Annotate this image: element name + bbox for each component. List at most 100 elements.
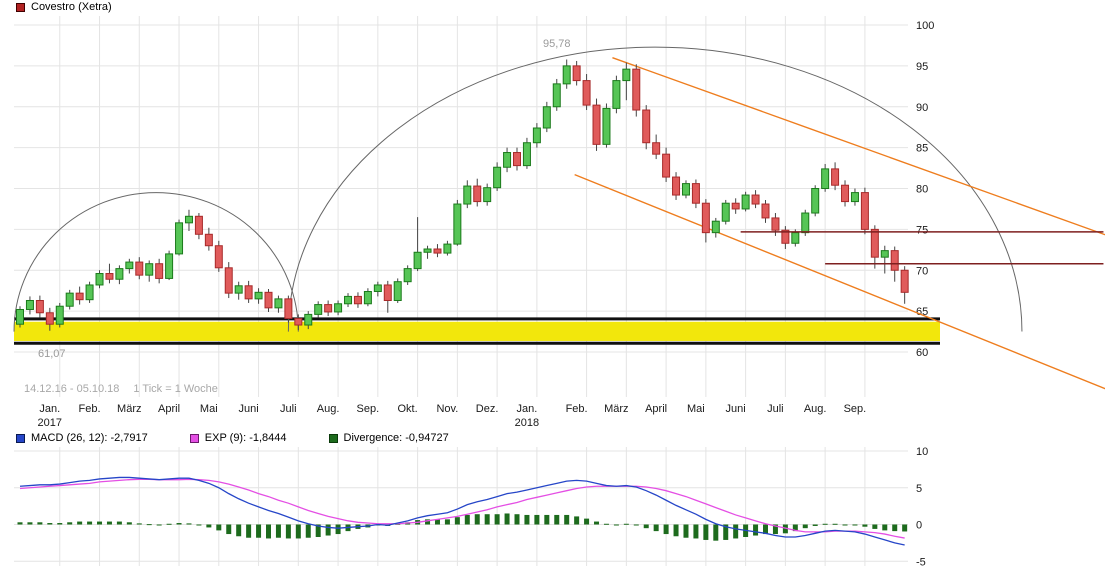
svg-text:Jan.: Jan.	[39, 403, 60, 415]
candle	[214, 245, 223, 269]
candle	[105, 273, 114, 280]
svg-text:Jan.: Jan.	[516, 403, 537, 415]
svg-text:Feb.: Feb.	[79, 403, 101, 415]
svg-text:85: 85	[916, 143, 928, 155]
macd-legend-item: MACD (26, 12): -2,7917	[16, 432, 148, 444]
candle	[821, 168, 830, 190]
candle	[55, 305, 64, 325]
svg-text:65: 65	[916, 306, 928, 318]
candle	[831, 168, 840, 186]
candle	[721, 202, 730, 222]
svg-text:95: 95	[916, 61, 928, 73]
svg-text:Juni: Juni	[238, 403, 258, 415]
candle	[493, 166, 502, 189]
candle	[751, 194, 760, 205]
candle	[145, 263, 154, 276]
candle	[383, 284, 392, 301]
candle	[264, 291, 273, 309]
svg-text:Juli: Juli	[280, 403, 297, 415]
svg-text:Juni: Juni	[726, 403, 746, 415]
svg-text:Dez.: Dez.	[476, 403, 499, 415]
svg-text:70: 70	[916, 265, 928, 277]
candle	[731, 202, 740, 210]
candle	[324, 304, 333, 313]
candle	[513, 152, 521, 167]
svg-text:2018: 2018	[515, 417, 539, 429]
candle	[135, 261, 144, 276]
candle	[155, 263, 164, 279]
svg-text:Juli: Juli	[767, 403, 784, 415]
candle	[224, 267, 233, 294]
svg-text:Feb.: Feb.	[566, 403, 588, 415]
svg-text:80: 80	[916, 184, 928, 196]
macd-series-swatch-icon	[16, 433, 25, 443]
trend-lines	[574, 57, 1105, 390]
candle	[622, 68, 631, 82]
candle	[403, 268, 412, 283]
candle	[860, 192, 869, 230]
candle	[841, 184, 850, 203]
candle	[304, 313, 313, 326]
candle	[681, 183, 690, 196]
candle	[890, 250, 899, 271]
candle	[562, 65, 571, 85]
divergence-legend-item: Divergence: -0,94727	[328, 432, 449, 444]
svg-text:Aug.: Aug.	[317, 403, 340, 415]
candles	[16, 59, 909, 331]
exp-legend-item: EXP (9): -1,8444	[189, 432, 287, 444]
svg-text:Sep.: Sep.	[844, 403, 867, 415]
candle	[642, 109, 651, 144]
candle	[592, 104, 601, 145]
candle	[850, 192, 859, 203]
candle	[672, 176, 681, 196]
svg-text:10: 10	[916, 446, 928, 458]
candle	[552, 83, 561, 108]
resistance-lines	[740, 231, 1104, 265]
candle	[443, 243, 452, 254]
candle	[16, 308, 24, 325]
divergence-series-swatch-icon	[328, 433, 338, 443]
candle	[632, 68, 641, 111]
candle	[741, 194, 750, 210]
macd-grid: 10 5 0 -5	[14, 446, 928, 568]
month-axis: Jan. 2017 Feb. März April Mai Juni Juli Aug. Sep.…	[38, 16, 867, 566]
svg-text:Okt.: Okt.	[398, 403, 418, 415]
candle	[75, 292, 84, 301]
trend-arcs	[13, 47, 1023, 332]
candle	[165, 253, 174, 279]
candle	[423, 248, 432, 253]
svg-text:100: 100	[916, 20, 934, 32]
candle	[602, 107, 611, 145]
svg-text:Mai: Mai	[200, 403, 218, 415]
candle	[353, 295, 362, 305]
svg-text:60: 60	[916, 347, 928, 359]
candle	[284, 298, 293, 319]
chart-range-info: 14.12.16 - 05.10.18 1 Tick = 1 Woche	[24, 383, 218, 395]
support-zone	[14, 317, 940, 345]
candle	[522, 142, 531, 167]
candle	[314, 304, 323, 315]
candle	[771, 217, 780, 231]
candle	[542, 106, 551, 129]
candle	[373, 284, 382, 293]
svg-text:90: 90	[916, 102, 928, 114]
exp-value-label: EXP (9): -1,8444	[204, 432, 287, 444]
candle	[761, 203, 770, 219]
candle	[175, 222, 184, 255]
candle	[35, 299, 44, 314]
candle	[433, 248, 442, 254]
svg-text:0: 0	[916, 520, 922, 532]
svg-text:2017: 2017	[38, 417, 62, 429]
candle	[473, 185, 482, 203]
svg-text:April: April	[645, 403, 667, 415]
candle	[194, 215, 203, 235]
covestro-series-swatch-icon	[16, 2, 25, 12]
candle	[463, 185, 472, 205]
candle	[393, 281, 402, 301]
candle	[45, 312, 54, 325]
svg-text:5: 5	[916, 483, 922, 495]
macd-line	[19, 476, 905, 546]
chart-title: Covestro (Xetra)	[31, 1, 112, 13]
candle	[900, 269, 909, 293]
